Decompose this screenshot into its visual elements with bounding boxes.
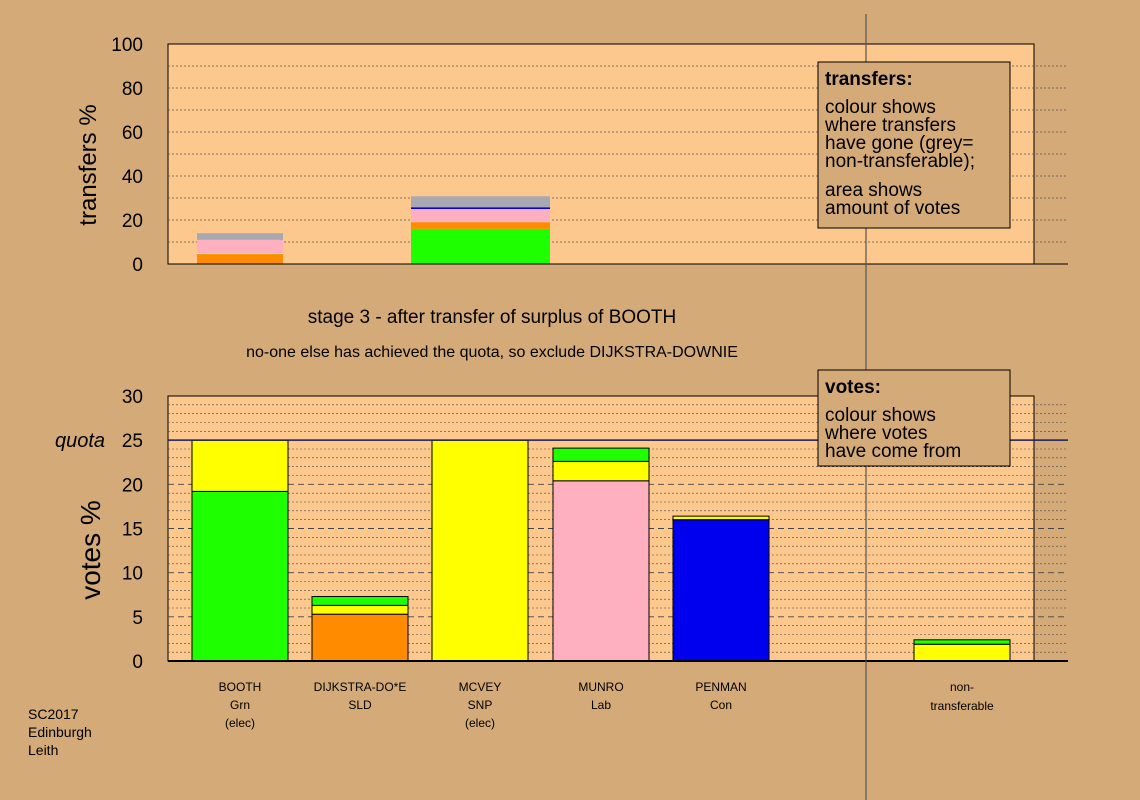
category-label: Lab [591,698,611,712]
transfer-segment-green [411,228,550,264]
transfers-legend-line: colour shows [825,97,936,118]
transfers-legend-box [817,61,1011,229]
transfer-segment-pink [197,239,283,253]
votes-legend-line: where votes [824,423,927,444]
transfer-segment-orange [411,222,550,229]
category-label: MUNRO [578,680,623,694]
footer-line: SC2017 [28,706,79,722]
transfers-legend-line: amount of votes [825,198,960,219]
transfer-segment-orange [197,254,283,264]
vote-segment-pink [552,480,650,662]
quota-label: quota [55,430,105,452]
vote-segment-blue [672,519,770,662]
bottom-ylabel: votes % [75,500,106,600]
category-label: Grn [230,698,250,712]
category-label: (elec) [225,716,255,730]
transfer-segment-blue [411,207,550,209]
category-label: BOOTH [219,680,262,694]
stage-subtitle: no-one else has achieved the quota, so e… [246,344,738,361]
transfers-legend-line: non-transferable); [825,151,975,172]
transfers-legend-line: have gone (grey= [825,133,973,154]
vote-segment-green [552,447,650,462]
vote-segment-green [311,596,409,606]
category-label: SNP [468,698,493,712]
bottom-tick-labels: 0 5 10 15 20 25 30 [122,387,143,673]
y-tick-label: 0 [132,255,143,276]
y-tick-label: 60 [122,123,143,144]
y-tick-label: 25 [122,431,143,452]
y-tick-label: 15 [122,520,143,541]
category-label: PENMAN [695,680,746,694]
y-tick-label: 10 [122,564,143,585]
vote-segment-yellow [672,515,770,521]
transfers-legend-line: area shows [825,180,922,201]
y-tick-label: 100 [111,35,143,56]
category-label: Con [710,698,732,712]
category-label: DIJKSTRA-DO*E [314,680,407,694]
votes-legend-line: have come from [825,441,961,462]
transfer-segment-yellow [197,253,283,255]
footer-line: Leith [28,742,58,758]
y-tick-label: 30 [122,387,143,408]
transfers-legend-line: where transfers [824,115,956,136]
y-tick-label: 80 [122,79,143,100]
y-tick-label: 20 [122,475,143,496]
votes-legend-box [817,369,1011,467]
nontransferable-label: transferable [930,699,994,713]
stage-title: stage 3 - after transfer of surplus of B… [308,307,677,328]
vote-segment-green [191,490,289,662]
y-tick-label: 20 [122,211,143,232]
top-bars [197,196,550,264]
vote-segment-yellow [431,439,529,662]
y-tick-label: 5 [132,608,143,629]
category-labels: BOOTH Grn (elec) DIJKSTRA-DO*E SLD MCVEY SNP (e… [219,680,747,730]
votes-legend-title: votes: [825,377,881,398]
y-tick-label: 40 [122,167,143,188]
vote-segment-yellow [552,460,650,482]
vote-segment-green [913,639,1011,645]
vote-segment-yellow [191,439,289,492]
vote-segment-orange [311,613,409,662]
votes-legend-line: colour shows [825,405,936,426]
category-label: SLD [348,698,372,712]
top-tick-labels: 0 20 40 60 80 100 [111,35,143,276]
footer-line: Edinburgh [28,724,92,740]
vote-segment-yellow [913,643,1011,662]
transfer-segment-pink [411,209,550,223]
category-label: MCVEY [459,680,502,694]
vote-segment-yellow [311,604,409,615]
nontransferable-label: non- [950,680,974,694]
category-label: (elec) [465,716,495,730]
transfer-segment-grey [411,196,550,208]
top-ylabel: transfers % [75,104,102,225]
transfers-legend-title: transfers: [825,69,913,90]
transfer-segment-grey [197,233,283,240]
y-tick-label: 0 [132,652,143,673]
